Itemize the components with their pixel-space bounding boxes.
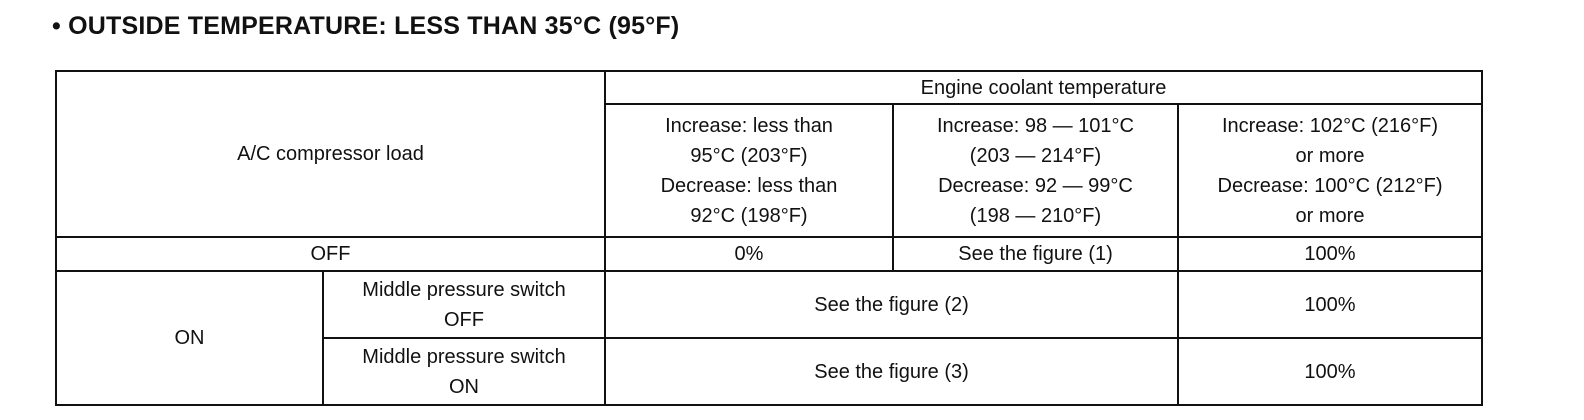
line: (203 — 214°F) <box>969 144 1102 167</box>
column-header: Increase: 98 — 101°C (203 — 214°F) Decreas… <box>892 103 1179 238</box>
line: Decrease: 100°C (212°F) <box>1217 174 1443 197</box>
cell: 0% <box>604 236 894 272</box>
cell: See the figure (2) <box>604 270 1179 339</box>
line: 95°C (203°F) <box>690 144 808 167</box>
line: Increase: less than <box>665 114 833 137</box>
cell: See the figure (3) <box>604 337 1179 406</box>
line: Middle pressure switch <box>362 278 566 301</box>
column-header: Increase: less than 95°C (203°F) Decrease:… <box>604 103 894 238</box>
line: or more <box>1295 204 1365 227</box>
line: 92°C (198°F) <box>690 204 808 227</box>
sub-row-label: Middle pressure switch ON <box>322 337 606 406</box>
line: Increase: 98 — 101°C <box>937 114 1134 137</box>
line: OFF <box>444 308 484 331</box>
line: Increase: 102°C (216°F) <box>1221 114 1439 137</box>
cell: 100% <box>1176 270 1484 339</box>
line: Middle pressure switch <box>362 345 566 368</box>
group-header: Engine coolant temperature <box>603 70 1484 105</box>
column-header: Increase: 102°C (216°F) or more Decrease: … <box>1176 103 1484 238</box>
sub-row-label: Middle pressure switch OFF <box>322 270 606 339</box>
line: (198 — 210°F) <box>969 204 1102 227</box>
cell: 100% <box>1176 236 1484 272</box>
cell: 100% <box>1176 337 1484 406</box>
row-label: ON <box>55 270 324 406</box>
table: A/C compressor load Engine coolant tempe… <box>55 70 1484 406</box>
cell: See the figure (1) <box>892 236 1179 272</box>
line: or more <box>1295 144 1365 167</box>
line: ON <box>449 375 479 398</box>
line: Decrease: 92 — 99°C <box>938 174 1133 197</box>
row-label: OFF <box>55 236 606 272</box>
title: • OUTSIDE TEMPERATURE: LESS THAN 35°C (9… <box>52 12 680 40</box>
line: Decrease: less than <box>660 174 838 197</box>
corner-header: A/C compressor load <box>55 70 606 238</box>
